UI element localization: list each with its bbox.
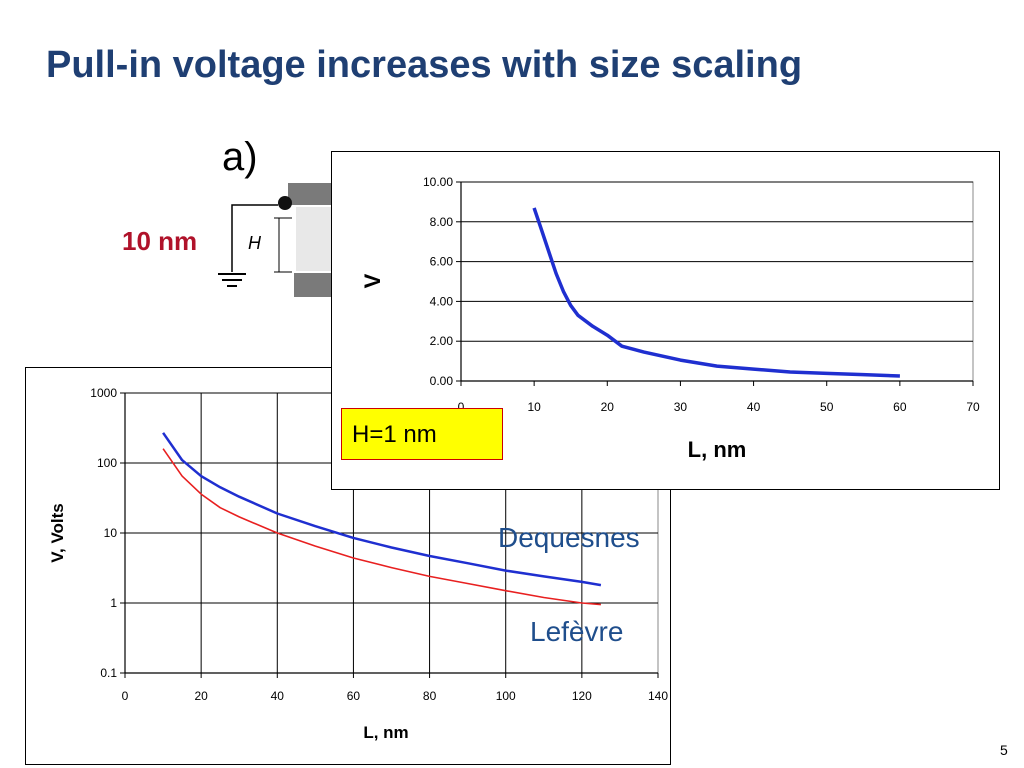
panel-label: a) bbox=[222, 135, 258, 179]
chart0-tick-label-y: 0.1 bbox=[100, 666, 117, 680]
linear-chart-panel: 0 10 20 30 40 50 60 70 0.00 2.00 4.00 6.00 8.00 10.00… bbox=[331, 151, 1000, 490]
chart1-tick-label-x: 20 bbox=[601, 400, 615, 414]
chart1-tick-label-y: 8.00 bbox=[430, 215, 454, 229]
chart0-tick-label-x: 40 bbox=[271, 689, 285, 703]
chart1-tick-label-x: 40 bbox=[747, 400, 761, 414]
chart1-tick-label-x: 10 bbox=[527, 400, 541, 414]
chart1-tick-label-x: 50 bbox=[820, 400, 834, 414]
chart0-tick-label-y: 100 bbox=[97, 456, 117, 470]
wire bbox=[231, 204, 278, 272]
gap-height-callout: H=1 nm bbox=[341, 408, 503, 460]
chart0-tick-label-x: 120 bbox=[572, 689, 592, 703]
chart0-series-0-line bbox=[162, 432, 602, 587]
chart1-tick-label-y: 6.00 bbox=[430, 255, 454, 269]
chart1-tick-label-y: 10.00 bbox=[423, 175, 453, 189]
series-label-dequesnes: Dequesnes bbox=[498, 522, 640, 553]
contact-dot bbox=[278, 196, 292, 210]
height-symbol: H bbox=[248, 233, 262, 253]
chart1-plot-area bbox=[460, 181, 974, 382]
chart1-tick-label-y: 0.00 bbox=[430, 374, 454, 388]
gap-size-label: 10 nm bbox=[122, 226, 198, 256]
chart1-y-axis-label: V bbox=[360, 273, 385, 288]
chart1-tick-label-y: 4.00 bbox=[430, 294, 454, 308]
top-electrode bbox=[288, 183, 340, 205]
chart0-tick-label-y: 1 bbox=[110, 596, 117, 610]
capacitor-schematic: a) y H bbox=[218, 135, 340, 297]
page-number: 5 bbox=[1000, 742, 1008, 758]
chart1-tick-label-x: 30 bbox=[674, 400, 688, 414]
chart0-tick-label-x: 80 bbox=[423, 689, 437, 703]
chart0-tick-label-x: 20 bbox=[194, 689, 208, 703]
chart0-y-axis-label: V, Volts bbox=[48, 503, 67, 563]
chart0-tick-label-x: 140 bbox=[648, 689, 668, 703]
chart0-x-axis-label: L, nm bbox=[363, 723, 408, 742]
chart1-tick-label-y: 2.00 bbox=[430, 334, 454, 348]
slide-title: Pull-in voltage increases with size scal… bbox=[46, 44, 803, 86]
chart1-series-0-line bbox=[532, 207, 900, 378]
chart1-x-axis-label: L, nm bbox=[688, 437, 747, 462]
linear-chart: 0 10 20 30 40 50 60 70 0.00 2.00 4.00 6.00 8.00 10.00… bbox=[360, 175, 980, 462]
chart0-tick-label-x: 0 bbox=[122, 689, 129, 703]
chart1-tick-label-x: 0 bbox=[458, 400, 465, 414]
chart0-tick-label-x: 60 bbox=[347, 689, 361, 703]
series-label-lefevre: Lefèvre bbox=[530, 616, 624, 647]
chart0-tick-label-y: 1000 bbox=[90, 386, 117, 400]
chart0-tick-label-x: 100 bbox=[496, 689, 516, 703]
chart1-tick-label-x: 70 bbox=[966, 400, 980, 414]
chart0-tick-label-y: 10 bbox=[104, 526, 118, 540]
chart1-tick-label-x: 60 bbox=[893, 400, 907, 414]
chart0-series-1-line bbox=[162, 448, 601, 606]
